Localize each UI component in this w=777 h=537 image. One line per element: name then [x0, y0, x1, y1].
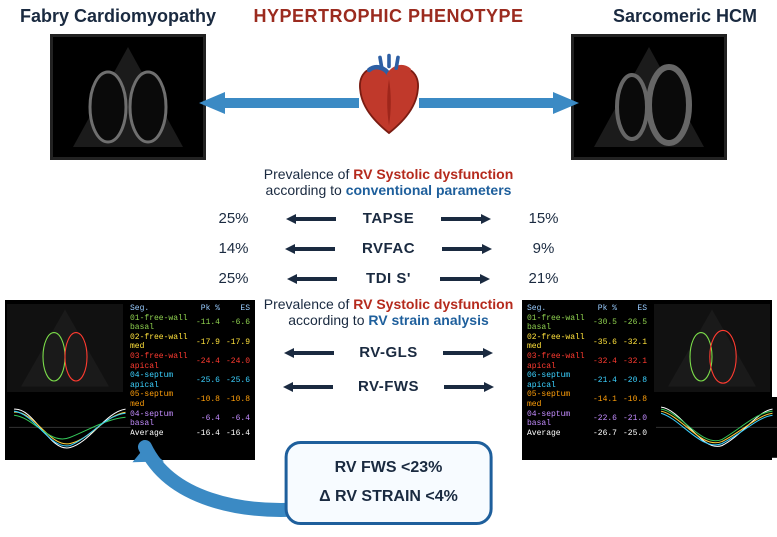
criteria-line2: Δ RV STRAIN <4%: [319, 483, 458, 512]
intro-conventional: Prevalence of RV Systolic dysfunction ac…: [189, 166, 589, 198]
row-rvfac: 14% RVFAC 9%: [209, 240, 569, 257]
arrow-left-icon: [259, 347, 360, 359]
row-label: TAPSE: [363, 210, 414, 227]
arrow-right-icon: [419, 381, 518, 393]
pct-right: 15%: [519, 210, 569, 227]
arrow-right-icon: [415, 243, 518, 255]
row-label: RV-GLS: [359, 344, 418, 361]
echo-hcm: [571, 34, 727, 160]
row-tapse: 25% TAPSE 15%: [209, 210, 569, 227]
pct-right: 9%: [519, 240, 569, 257]
double-arrow: [199, 92, 579, 114]
arrow-left-icon: [259, 213, 363, 225]
title-hcm: Sarcomeric HCM: [613, 6, 757, 27]
criteria-box: RV FWS <23% Δ RV STRAIN <4%: [284, 441, 493, 525]
arrow-left-icon: [259, 243, 362, 255]
arrow-right-icon: [418, 347, 519, 359]
arrow-right-icon: [414, 213, 518, 225]
pct-left: 25%: [209, 270, 259, 287]
criteria-line1: RV FWS <23%: [319, 454, 458, 483]
row-rv-fws: 68%RV-FWS27%: [209, 378, 569, 395]
pct-right: 21%: [519, 270, 569, 287]
row-label: TDI S': [366, 270, 411, 287]
arrow-left-icon: [259, 273, 367, 285]
strain-panel-hcm: Seg.Pk %ES01-free-wall basal-30.5-26.502…: [522, 300, 772, 460]
echo-fabry: [50, 34, 206, 160]
row-rv-gls: 61%RV-GLS46%: [209, 344, 569, 361]
pct-left: 25%: [209, 210, 259, 227]
pct-left: 14%: [209, 240, 259, 257]
row-tdi-s-: 25% TDI S' 21%: [209, 270, 569, 287]
row-label: RV-FWS: [358, 378, 419, 395]
arrow-right-icon: [411, 273, 519, 285]
arrow-left-icon: [259, 381, 358, 393]
row-label: RVFAC: [362, 240, 415, 257]
